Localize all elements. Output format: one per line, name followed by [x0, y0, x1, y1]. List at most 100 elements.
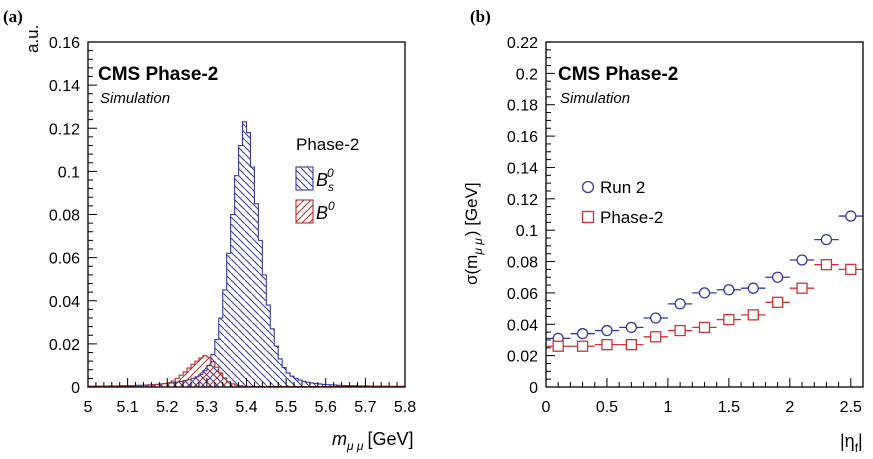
point-run2 — [772, 271, 784, 283]
y-tick-label: 0.02 — [507, 349, 538, 366]
panel-b-x-ticklabels: 0 0.5 1 1.5 2 2.5 — [542, 399, 862, 416]
point-phase2 — [625, 339, 637, 351]
point-phase2 — [845, 263, 857, 276]
panel-b-plot-area — [545, 41, 863, 388]
x-tick-label: 5.7 — [354, 399, 376, 416]
y-tick-label: 0 — [71, 380, 80, 397]
point-phase2 — [576, 340, 589, 352]
panel-b-xlabel-end: | — [858, 431, 863, 451]
y-tick-label: 0.12 — [507, 192, 538, 209]
y-tick-label: 0.16 — [49, 35, 80, 52]
y-tick-label: 0.08 — [49, 208, 80, 225]
legend-label-sub: s — [328, 180, 334, 194]
point-run2 — [650, 312, 662, 324]
panel-a-subbanner: Simulation — [100, 90, 170, 107]
panel-b-banner: CMS Phase-2 — [558, 64, 678, 85]
panel-a-y-ticklabels: 0 0.02 0.04 0.06 0.08 0.1 0.12 0.14 0.16 — [49, 35, 80, 397]
point-run2 — [625, 321, 637, 334]
point-phase2 — [747, 309, 759, 321]
legend-label-main: B — [316, 203, 328, 223]
x-tick-label: 2.5 — [840, 399, 862, 416]
panel-b-subbanner: Simulation — [560, 90, 630, 107]
point-phase2 — [772, 296, 784, 308]
point-phase2 — [674, 324, 686, 337]
legend-label-main: B — [316, 170, 328, 190]
legend-swatch — [295, 199, 314, 224]
point-phase2 — [723, 313, 735, 326]
y-tick-label: 0.14 — [49, 78, 80, 95]
panel-a-xlabel-unit: [GeV] — [367, 429, 413, 449]
panel-b-ylabel: σ(mμ μ ) [GeV] — [462, 182, 485, 285]
legend-label-sup: 0 — [327, 166, 334, 180]
panel-b-xlabel: |ηf| — [840, 431, 863, 455]
legend-marker-run2 — [581, 180, 595, 194]
panel-b-ylabel-sub: μ μ — [471, 238, 485, 256]
y-tick-label: 0.1 — [58, 164, 80, 181]
y-tick-label: 0.12 — [49, 121, 80, 138]
x-tick-label: 5.5 — [275, 399, 297, 416]
point-phase2 — [820, 259, 833, 271]
panel-b-ylabel-unit: ) [GeV] — [462, 182, 481, 236]
panel-b-ylabel-main: σ(m — [462, 255, 481, 285]
point-run2 — [820, 233, 833, 246]
point-run2 — [576, 328, 589, 340]
y-tick-label: 0.06 — [507, 286, 538, 303]
panel-a-frame — [87, 41, 406, 388]
point-phase2 — [552, 340, 564, 352]
y-tick-label: 0.14 — [507, 160, 538, 177]
y-tick-label: 0.04 — [49, 294, 80, 311]
panel-a-xlabel-main: m — [332, 429, 347, 449]
x-tick-label: 5.6 — [315, 399, 337, 416]
point-run2 — [674, 298, 686, 310]
panel-b-xlabel-main: |η — [840, 431, 855, 451]
y-tick-label: 0.08 — [507, 255, 538, 272]
point-run2 — [747, 282, 759, 294]
point-phase2 — [698, 321, 711, 334]
legend-swatch — [295, 166, 314, 191]
point-phase2 — [650, 331, 662, 343]
point-run2 — [845, 210, 857, 222]
legend-label: Bs0 — [316, 166, 334, 194]
panel-a-xlabel: mμ μ [GeV] — [332, 429, 414, 453]
y-tick-label: 0.06 — [49, 251, 80, 268]
point-run2 — [796, 254, 808, 266]
x-tick-label: 0 — [542, 399, 551, 416]
panel-a-banner: CMS Phase-2 — [98, 64, 218, 85]
panel-b-xlabel-sub: f — [855, 441, 859, 455]
legend-label: Run 2 — [600, 178, 645, 197]
point-run2 — [601, 324, 613, 337]
x-tick-label: 1 — [663, 399, 672, 416]
x-tick-label: 0.5 — [596, 399, 618, 416]
panel-a: (a) a.u. CMS Phase-2 Simulation Phase-2 … — [3, 7, 416, 453]
panel-a-ylabel: a.u. — [23, 25, 42, 53]
panel-a-x-ticklabels: 5 5.1 5.2 5.3 5.4 5.5 5.6 5.7 5.8 — [84, 399, 417, 416]
panel-b-legend: Run 2 Phase-2 — [581, 178, 663, 227]
y-tick-label: 0.1 — [516, 223, 538, 240]
point-phase2 — [601, 339, 613, 351]
x-tick-label: 5.8 — [394, 399, 416, 416]
panel-b-label: (b) — [470, 7, 491, 26]
y-tick-label: 0.04 — [507, 317, 538, 334]
panel-b-y-ticklabels: 0 0.02 0.04 0.06 0.08 0.1 0.12 0.14 0.16 0.18 0.2 0… — [507, 35, 538, 397]
x-tick-label: 1.5 — [718, 399, 740, 416]
point-run2 — [698, 287, 711, 299]
y-tick-label: 0.16 — [507, 129, 538, 146]
point-run2 — [723, 284, 735, 296]
y-tick-label: 0.22 — [507, 35, 538, 52]
x-tick-label: 5.2 — [156, 399, 178, 416]
legend-label-sup: 0 — [328, 199, 335, 213]
panel-b: (b) σ(mμ μ ) [GeV] CMS Phase-2 Simulation… — [462, 7, 864, 455]
y-tick-label: 0.2 — [516, 66, 538, 83]
x-tick-label: 5 — [84, 399, 93, 416]
histogram-bs0 — [87, 121, 406, 388]
point-phase2 — [796, 282, 808, 294]
legend-label: Phase-2 — [600, 208, 663, 227]
panel-b-frame — [545, 41, 864, 388]
y-tick-label: 0 — [529, 380, 538, 397]
legend-marker-phase2 — [581, 210, 595, 224]
y-tick-label: 0.18 — [507, 98, 538, 115]
panel-a-xlabel-sub: μ μ — [346, 439, 364, 453]
x-tick-label: 5.4 — [235, 399, 257, 416]
